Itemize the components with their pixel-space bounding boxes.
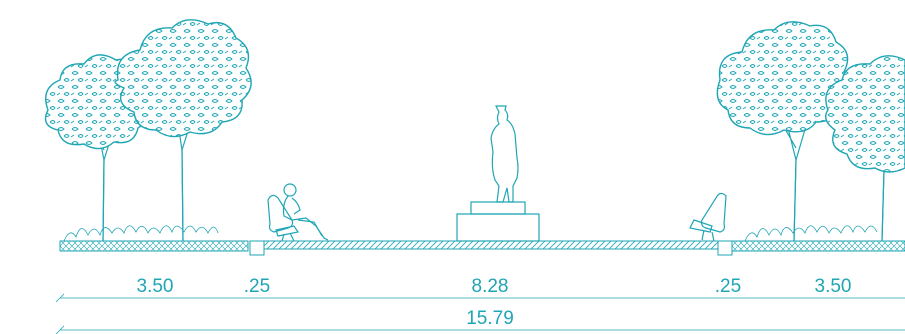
shrubs-right <box>744 225 878 242</box>
tree-left-2 <box>114 19 252 242</box>
tree-right-2 <box>825 55 905 242</box>
tree-right-1 <box>716 21 849 242</box>
right-sidewalk-pavement <box>731 240 905 252</box>
dim-total: 15.79 <box>466 308 514 329</box>
statue-figure <box>490 105 519 203</box>
dim-left-sidewalk: 3.50 <box>137 276 174 297</box>
pedestal-top <box>470 201 526 215</box>
dim-center: 8.28 <box>472 276 509 297</box>
empty-bench <box>689 192 727 242</box>
ground <box>59 240 905 256</box>
left-sidewalk-pavement <box>59 240 249 252</box>
dimension-row-2: 15.79 <box>55 308 905 334</box>
dimension-tick-left-2 <box>55 325 65 334</box>
dim-right-curb: .25 <box>715 276 741 297</box>
pedestal-base <box>456 213 540 242</box>
dim-left-curb: .25 <box>244 276 270 297</box>
bench-with-person <box>267 183 329 242</box>
dimension-row-1: 3.50 .25 8.28 .25 3.50 <box>55 276 905 303</box>
dim-right-sidewalk: 3.50 <box>815 276 852 297</box>
shrubs-left <box>63 225 219 242</box>
dimension-tick-left-1 <box>55 293 65 303</box>
left-curb <box>249 240 265 256</box>
center-plaza-pavement <box>263 240 719 250</box>
statue-on-pedestal <box>456 105 540 242</box>
right-curb <box>717 240 733 256</box>
